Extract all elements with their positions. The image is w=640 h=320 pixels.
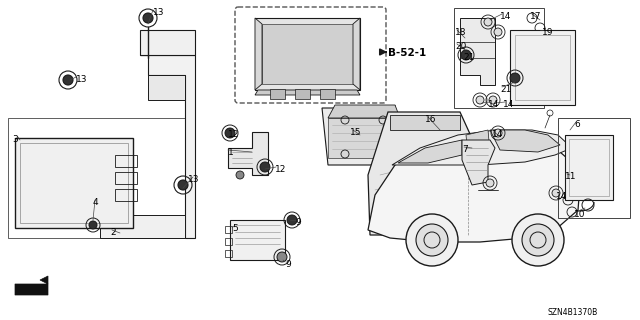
Bar [225, 250, 232, 257]
Polygon shape [392, 130, 572, 165]
Bar [225, 238, 232, 245]
Circle shape [63, 75, 73, 85]
Text: 9: 9 [295, 218, 301, 227]
Text: 5: 5 [232, 224, 237, 233]
Polygon shape [140, 55, 195, 238]
Text: 16: 16 [425, 115, 436, 124]
Text: 11: 11 [565, 172, 577, 181]
Text: 1: 1 [228, 148, 234, 157]
Circle shape [552, 189, 560, 197]
Text: 21: 21 [463, 53, 474, 62]
Bar [454, 8, 544, 108]
Polygon shape [255, 90, 360, 95]
Text: B-52-1: B-52-1 [388, 48, 426, 58]
Bar [115, 172, 137, 184]
Text: 19: 19 [542, 28, 554, 37]
Polygon shape [328, 105, 400, 118]
Polygon shape [328, 118, 392, 158]
Circle shape [522, 224, 554, 256]
Bar [295, 89, 310, 99]
Text: FR.: FR. [30, 285, 48, 295]
Text: 14: 14 [488, 100, 499, 109]
Bar [569, 139, 609, 196]
Bar [115, 155, 137, 167]
Circle shape [89, 221, 97, 229]
Polygon shape [262, 24, 353, 84]
Polygon shape [255, 18, 262, 90]
Polygon shape [490, 130, 560, 152]
Bar [15, 138, 133, 228]
Polygon shape [398, 140, 462, 163]
Polygon shape [100, 215, 185, 238]
Bar [510, 30, 575, 105]
Text: 7: 7 [462, 145, 468, 154]
Text: 13: 13 [153, 8, 164, 17]
Bar [565, 135, 613, 200]
Bar [225, 226, 232, 233]
Circle shape [236, 171, 244, 179]
Polygon shape [228, 132, 268, 175]
Text: 4: 4 [93, 198, 99, 207]
Circle shape [486, 179, 494, 187]
Bar [515, 35, 570, 100]
Text: 12: 12 [228, 130, 239, 139]
Text: 9: 9 [285, 260, 291, 269]
Text: 18: 18 [455, 28, 467, 37]
Polygon shape [322, 108, 400, 165]
Bar [115, 189, 137, 201]
Bar [320, 89, 335, 99]
Circle shape [287, 215, 297, 225]
Circle shape [494, 129, 502, 137]
Text: 14: 14 [492, 130, 504, 139]
Circle shape [510, 73, 520, 83]
Polygon shape [15, 276, 48, 295]
Circle shape [277, 252, 287, 262]
Circle shape [260, 162, 270, 172]
Bar [270, 89, 285, 99]
Text: 10: 10 [574, 210, 586, 219]
Circle shape [178, 180, 188, 190]
Polygon shape [368, 148, 580, 242]
Text: 21: 21 [500, 85, 511, 94]
Text: 13: 13 [76, 75, 88, 84]
Polygon shape [255, 18, 360, 90]
Polygon shape [368, 112, 475, 235]
Text: 17: 17 [530, 12, 541, 21]
Circle shape [225, 128, 235, 138]
Circle shape [512, 214, 564, 266]
Text: 12: 12 [275, 165, 286, 174]
Text: 6: 6 [574, 120, 580, 129]
Text: 14: 14 [556, 192, 568, 201]
Circle shape [461, 50, 471, 60]
Text: 13: 13 [188, 175, 200, 184]
Text: 3: 3 [12, 135, 18, 144]
Circle shape [484, 18, 492, 26]
Bar [230, 220, 285, 260]
Bar [20, 143, 128, 223]
Circle shape [489, 96, 497, 104]
Circle shape [476, 96, 484, 104]
Polygon shape [462, 140, 495, 185]
Circle shape [494, 28, 502, 36]
Polygon shape [353, 18, 360, 90]
Text: 14: 14 [503, 100, 515, 109]
Polygon shape [148, 75, 185, 100]
Polygon shape [390, 115, 460, 130]
Text: 20: 20 [455, 42, 467, 51]
Text: 14: 14 [500, 12, 511, 21]
Polygon shape [140, 30, 195, 55]
Text: SZN4B1370B: SZN4B1370B [548, 308, 598, 317]
Text: 2: 2 [110, 228, 116, 237]
Circle shape [143, 13, 153, 23]
Polygon shape [460, 18, 495, 85]
Circle shape [416, 224, 448, 256]
Bar [8, 118, 193, 238]
Circle shape [406, 214, 458, 266]
Polygon shape [466, 130, 490, 157]
Bar [558, 118, 630, 218]
Text: 15: 15 [350, 128, 362, 137]
